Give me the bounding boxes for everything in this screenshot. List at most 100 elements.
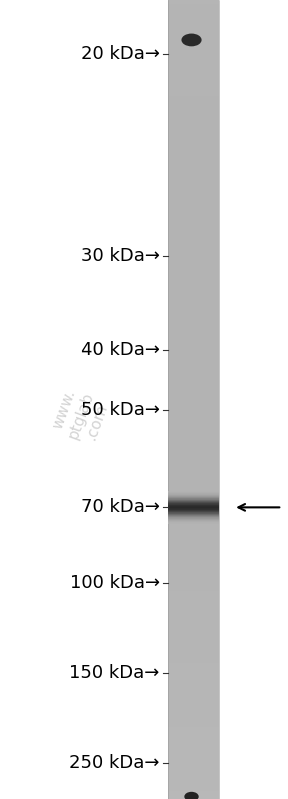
Text: 30 kDa→: 30 kDa→ [81, 247, 160, 264]
Bar [168, 376, 219, 380]
Bar [168, 699, 219, 703]
Bar [168, 631, 219, 635]
Bar [168, 467, 219, 471]
Bar [168, 64, 219, 68]
Bar [168, 703, 219, 707]
Bar [168, 735, 219, 739]
Bar [168, 503, 219, 507]
Bar [168, 787, 219, 791]
Bar [168, 140, 219, 144]
Bar [168, 559, 219, 563]
Bar [168, 348, 219, 352]
Bar [168, 44, 219, 48]
Bar [168, 8, 219, 12]
Bar [168, 24, 219, 28]
Bar [168, 152, 219, 156]
Bar [168, 188, 219, 192]
Bar [168, 396, 219, 400]
Bar [168, 224, 219, 228]
Bar [168, 783, 219, 787]
Bar [168, 411, 219, 415]
Bar [168, 56, 219, 60]
Bar [168, 108, 219, 112]
Bar [168, 32, 219, 36]
Bar [168, 599, 219, 603]
Bar [168, 579, 219, 583]
Bar [168, 204, 219, 208]
Bar [168, 547, 219, 551]
Bar [168, 719, 219, 723]
Bar [168, 316, 219, 320]
Bar [168, 264, 219, 268]
Bar [168, 671, 219, 675]
Bar [168, 48, 219, 52]
Bar [168, 487, 219, 491]
Bar [168, 244, 219, 248]
Bar [168, 431, 219, 435]
Bar [168, 308, 219, 312]
Bar [168, 280, 219, 284]
Bar [168, 463, 219, 467]
Bar [168, 647, 219, 651]
Bar [168, 332, 219, 336]
Bar [168, 368, 219, 372]
Bar [168, 543, 219, 547]
Bar [168, 447, 219, 451]
Bar [168, 475, 219, 479]
Bar [168, 116, 219, 120]
Bar [168, 168, 219, 172]
Bar [168, 52, 219, 56]
Bar [168, 419, 219, 423]
Bar [168, 575, 219, 579]
Bar [168, 400, 219, 403]
Bar [168, 639, 219, 643]
Bar [168, 499, 219, 503]
Bar [168, 455, 219, 459]
Bar [168, 675, 219, 679]
Bar [168, 471, 219, 475]
Bar [168, 707, 219, 711]
Bar [168, 16, 219, 20]
Text: 250 kDa→: 250 kDa→ [69, 754, 160, 772]
Bar [168, 380, 219, 384]
Bar [168, 795, 219, 799]
Bar [168, 635, 219, 639]
Bar [168, 407, 219, 411]
Bar [168, 304, 219, 308]
Bar [168, 451, 219, 455]
Bar [168, 336, 219, 340]
Bar [168, 112, 219, 116]
Bar [168, 96, 219, 100]
Bar [168, 507, 219, 511]
Bar [168, 148, 219, 152]
Bar [168, 328, 219, 332]
Bar [168, 364, 219, 368]
Bar [168, 104, 219, 108]
Bar [168, 483, 219, 487]
Bar [168, 595, 219, 599]
Text: www.
ptglab
.com: www. ptglab .com [49, 384, 112, 447]
Bar [168, 20, 219, 24]
Bar [168, 220, 219, 224]
Bar [168, 164, 219, 168]
Bar [168, 60, 219, 64]
Bar [168, 775, 219, 779]
Bar [168, 4, 219, 8]
Bar [168, 176, 219, 180]
Bar [168, 603, 219, 607]
Bar [168, 392, 219, 396]
Bar [168, 252, 219, 256]
Bar [168, 256, 219, 260]
Bar [168, 28, 219, 32]
Bar [168, 88, 219, 92]
Bar [168, 771, 219, 775]
Bar [168, 208, 219, 212]
Bar [168, 423, 219, 427]
Bar [168, 100, 219, 104]
Ellipse shape [184, 792, 199, 799]
Bar [168, 659, 219, 663]
Text: 150 kDa→: 150 kDa→ [69, 664, 160, 682]
Bar [168, 228, 219, 232]
Bar [168, 248, 219, 252]
Ellipse shape [181, 34, 202, 46]
